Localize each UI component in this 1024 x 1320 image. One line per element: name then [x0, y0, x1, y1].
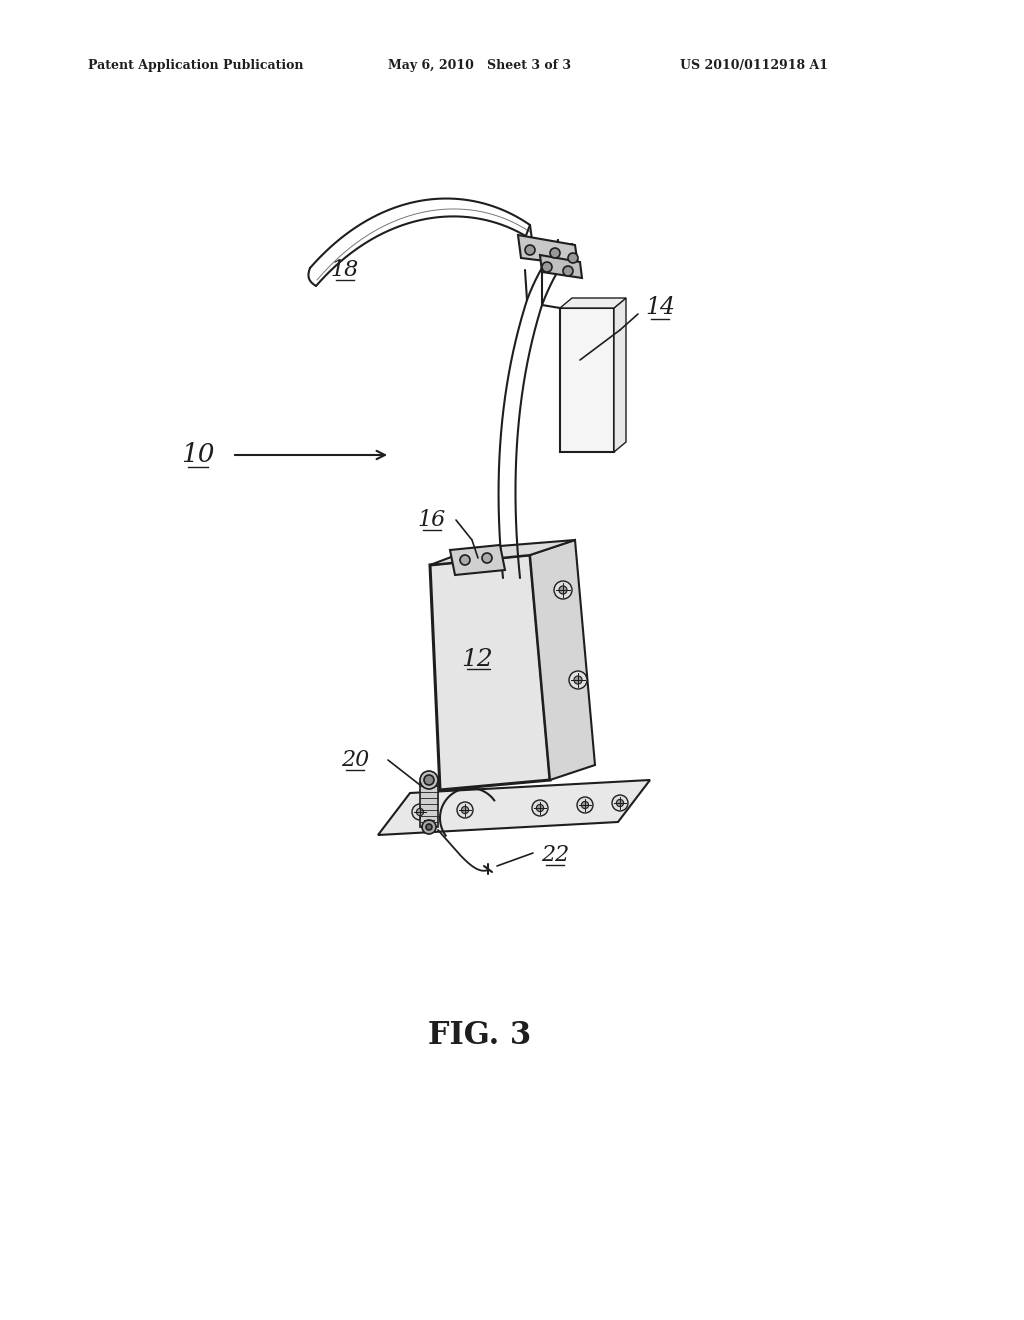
Circle shape: [422, 820, 436, 834]
Circle shape: [550, 248, 560, 257]
Text: 22: 22: [541, 843, 569, 866]
Circle shape: [457, 803, 473, 818]
Polygon shape: [560, 308, 614, 451]
Polygon shape: [430, 540, 575, 565]
Circle shape: [426, 824, 432, 830]
Polygon shape: [450, 545, 505, 576]
Circle shape: [563, 267, 573, 276]
Text: 18: 18: [331, 259, 359, 281]
Text: 16: 16: [418, 510, 446, 531]
Polygon shape: [518, 235, 578, 265]
Bar: [420, 781, 438, 828]
Polygon shape: [540, 255, 582, 279]
Text: US 2010/0112918 A1: US 2010/0112918 A1: [680, 58, 828, 71]
Text: FIG. 3: FIG. 3: [428, 1019, 531, 1051]
Text: 10: 10: [181, 442, 215, 467]
Circle shape: [554, 581, 572, 599]
Circle shape: [573, 676, 582, 684]
Circle shape: [460, 554, 470, 565]
Circle shape: [542, 261, 552, 272]
Circle shape: [482, 553, 492, 564]
Circle shape: [616, 800, 624, 807]
Polygon shape: [378, 780, 650, 836]
Text: 14: 14: [645, 297, 675, 319]
Circle shape: [582, 801, 589, 809]
Text: Patent Application Publication: Patent Application Publication: [88, 58, 303, 71]
Circle shape: [412, 804, 428, 820]
Polygon shape: [614, 298, 626, 451]
Text: 12: 12: [461, 648, 493, 672]
Polygon shape: [560, 298, 626, 308]
Circle shape: [612, 795, 628, 810]
Polygon shape: [430, 554, 550, 789]
Circle shape: [537, 804, 544, 812]
Text: May 6, 2010   Sheet 3 of 3: May 6, 2010 Sheet 3 of 3: [388, 58, 571, 71]
Circle shape: [532, 800, 548, 816]
Circle shape: [417, 808, 424, 816]
Circle shape: [462, 807, 469, 813]
Circle shape: [525, 246, 535, 255]
Circle shape: [577, 797, 593, 813]
Text: 20: 20: [341, 748, 369, 771]
Circle shape: [568, 253, 578, 263]
Circle shape: [424, 775, 434, 785]
Polygon shape: [530, 540, 595, 780]
Circle shape: [569, 671, 587, 689]
Circle shape: [559, 586, 567, 594]
Circle shape: [420, 771, 438, 789]
